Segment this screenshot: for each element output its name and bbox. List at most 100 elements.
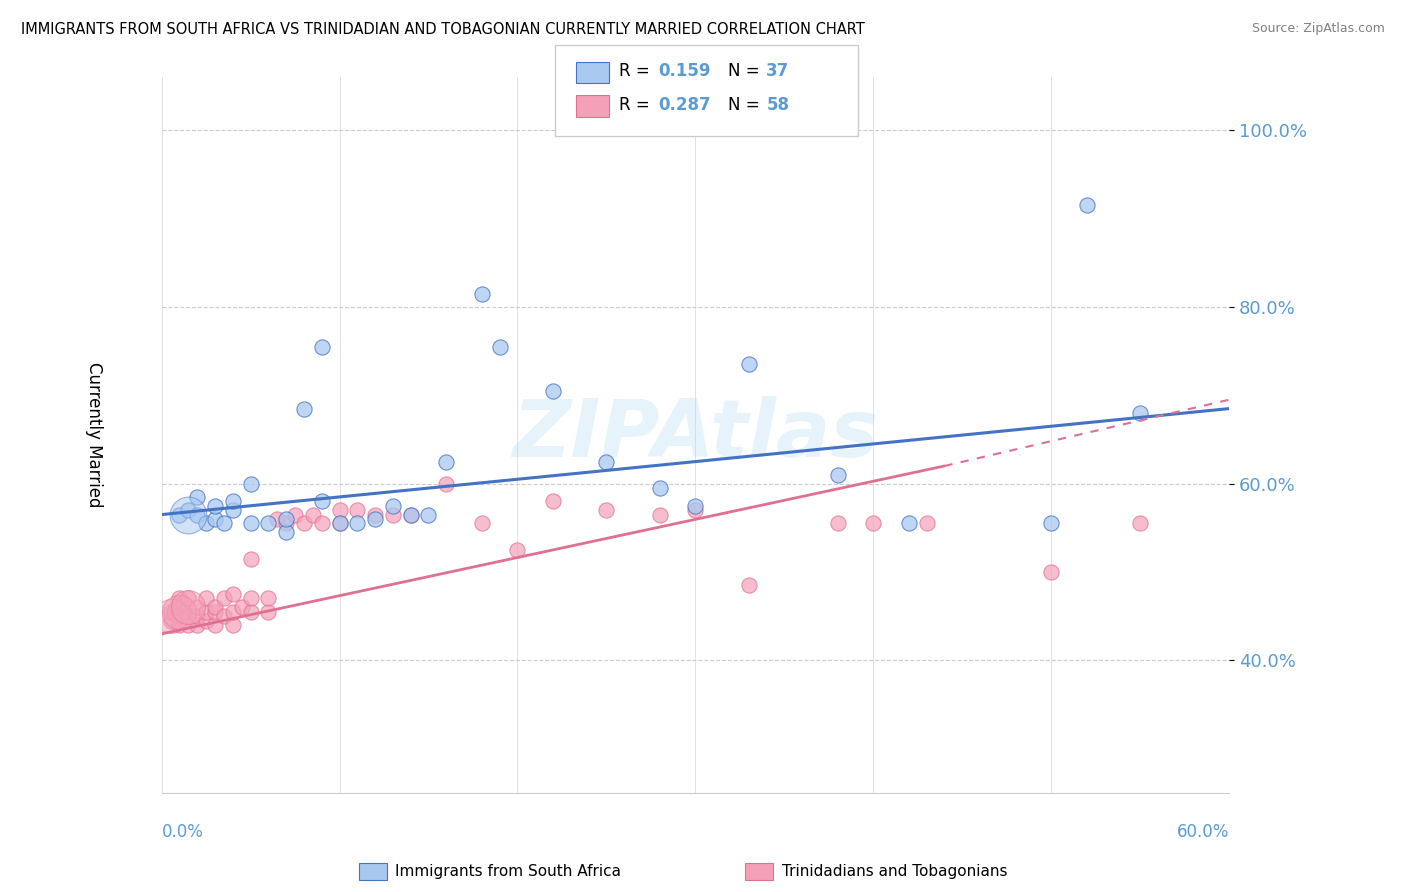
Point — [169, 605, 191, 619]
Point — [1129, 406, 1152, 420]
Text: 0.287: 0.287 — [658, 96, 710, 114]
Point — [212, 609, 235, 624]
Point — [177, 503, 200, 517]
Point — [471, 516, 494, 531]
Point — [346, 503, 368, 517]
Text: N =: N = — [728, 62, 765, 80]
Point — [173, 605, 195, 619]
Point — [1129, 516, 1152, 531]
Point — [257, 516, 280, 531]
Point — [827, 516, 849, 531]
Point — [169, 618, 191, 632]
Point — [257, 591, 280, 606]
Point — [827, 467, 849, 482]
Point — [239, 591, 262, 606]
Point — [311, 516, 333, 531]
Point — [471, 286, 494, 301]
Point — [346, 516, 368, 531]
Point — [159, 614, 181, 628]
Point — [329, 503, 352, 517]
Point — [434, 454, 457, 468]
Point — [595, 454, 617, 468]
Text: Source: ZipAtlas.com: Source: ZipAtlas.com — [1251, 22, 1385, 36]
Point — [222, 494, 245, 508]
Point — [195, 614, 218, 628]
Point — [186, 618, 208, 632]
Point — [541, 384, 564, 398]
Point — [595, 503, 617, 517]
Point — [172, 596, 194, 610]
Point — [239, 551, 262, 566]
Point — [204, 618, 226, 632]
Point — [506, 542, 529, 557]
Point — [163, 605, 186, 619]
Point — [222, 503, 245, 517]
Text: 37: 37 — [766, 62, 790, 80]
Point — [915, 516, 938, 531]
Text: R =: R = — [619, 96, 655, 114]
Point — [381, 499, 404, 513]
Point — [276, 512, 298, 526]
Point — [169, 508, 191, 522]
Text: 0.159: 0.159 — [658, 62, 710, 80]
Point — [266, 512, 288, 526]
Point — [302, 508, 325, 522]
Point — [186, 508, 208, 522]
Point — [186, 609, 208, 624]
Point — [399, 508, 422, 522]
Text: N =: N = — [728, 96, 765, 114]
Point — [685, 499, 707, 513]
Point — [177, 600, 200, 615]
Point — [1076, 198, 1098, 212]
Point — [648, 508, 671, 522]
Point — [276, 516, 298, 531]
Point — [222, 605, 245, 619]
Point — [165, 600, 187, 615]
Text: IMMIGRANTS FROM SOUTH AFRICA VS TRINIDADIAN AND TOBAGONIAN CURRENTLY MARRIED COR: IMMIGRANTS FROM SOUTH AFRICA VS TRINIDAD… — [21, 22, 865, 37]
Point — [177, 609, 200, 624]
Point — [222, 587, 245, 601]
Y-axis label: Currently Married: Currently Married — [86, 362, 103, 508]
Point — [239, 476, 262, 491]
Point — [364, 512, 387, 526]
Point — [177, 508, 200, 522]
Point — [204, 600, 226, 615]
Point — [159, 605, 181, 619]
Point — [204, 499, 226, 513]
Point — [257, 605, 280, 619]
Point — [418, 508, 440, 522]
Point — [212, 591, 235, 606]
Point — [862, 516, 884, 531]
Point — [381, 508, 404, 522]
Point — [195, 605, 218, 619]
Point — [311, 340, 333, 354]
Point — [169, 609, 191, 624]
Point — [292, 516, 315, 531]
Point — [1040, 516, 1063, 531]
Point — [737, 358, 759, 372]
Point — [177, 591, 200, 606]
Point — [231, 600, 253, 615]
Point — [1040, 565, 1063, 579]
Point — [212, 516, 235, 531]
Point — [541, 494, 564, 508]
Point — [169, 600, 191, 615]
Point — [169, 591, 191, 606]
Point — [648, 481, 671, 495]
Point — [488, 340, 510, 354]
Text: 60.0%: 60.0% — [1177, 823, 1229, 841]
Point — [195, 516, 218, 531]
Point — [159, 609, 181, 624]
Point — [329, 516, 352, 531]
Point — [897, 516, 920, 531]
Text: Immigrants from South Africa: Immigrants from South Africa — [395, 864, 621, 879]
Point — [737, 578, 759, 592]
Point — [311, 494, 333, 508]
Point — [276, 525, 298, 540]
Point — [239, 516, 262, 531]
Text: Trinidadians and Tobagonians: Trinidadians and Tobagonians — [782, 864, 1007, 879]
Point — [222, 618, 245, 632]
Point — [186, 490, 208, 504]
Point — [329, 516, 352, 531]
Point — [364, 508, 387, 522]
